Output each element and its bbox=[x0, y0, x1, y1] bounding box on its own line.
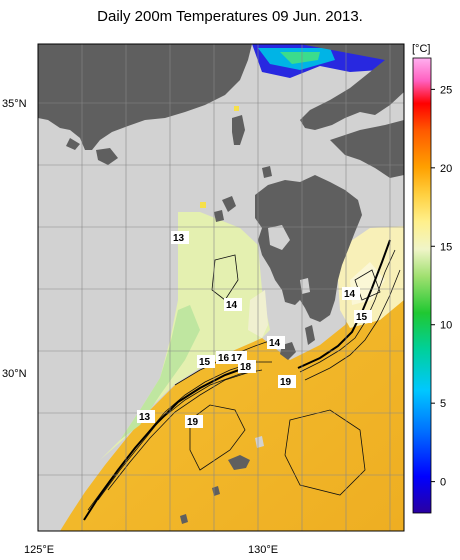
colorbar-unit: [°C] bbox=[412, 43, 430, 55]
lat-axis: 35°N 30°N bbox=[2, 98, 27, 380]
contour-label-bg bbox=[137, 410, 155, 423]
contour-label: 14 bbox=[226, 300, 238, 311]
colorbar-tick-label: 0 bbox=[440, 477, 446, 489]
contour-label: 13 bbox=[139, 412, 151, 423]
contour-label-bg bbox=[278, 375, 296, 388]
warm-water-region bbox=[60, 228, 404, 531]
contour-label-bg bbox=[238, 360, 256, 373]
colorbar-tick-label: 25 bbox=[440, 84, 452, 96]
lat-label-30: 30°N bbox=[2, 368, 27, 380]
contour-label: 17 bbox=[231, 353, 243, 364]
contour-label: 15 bbox=[356, 312, 368, 323]
contour-label-bg bbox=[342, 287, 360, 300]
contour-label: 14 bbox=[269, 338, 281, 349]
shikoku-land bbox=[330, 120, 404, 178]
lon-label-130: 130°E bbox=[248, 544, 278, 556]
lat-label-35: 35°N bbox=[2, 98, 27, 110]
lon-label-125: 125°E bbox=[24, 544, 54, 556]
map-frame bbox=[37, 43, 405, 532]
contour-label-bg bbox=[224, 298, 242, 311]
map-title: Daily 200m Temperatures 09 Jun. 2013. bbox=[97, 8, 363, 25]
lon-axis: 125°E 130°E bbox=[24, 544, 278, 556]
contour-label-bg bbox=[185, 415, 203, 428]
honshu-land bbox=[300, 44, 404, 130]
contour-label-bg bbox=[354, 310, 372, 323]
colorbar-tick-label: 5 bbox=[440, 398, 446, 410]
korea-land bbox=[38, 44, 252, 150]
colorbar-gradient bbox=[412, 57, 432, 514]
colorbar: [°C] 25 20 15 10 5 0 bbox=[412, 43, 452, 514]
contour-label-bg bbox=[267, 336, 285, 349]
contour-label: 14 bbox=[344, 289, 356, 300]
contour-label: 19 bbox=[280, 377, 292, 388]
grid-lines bbox=[38, 44, 404, 531]
contour-label: 18 bbox=[240, 362, 252, 373]
contour-label: 13 bbox=[173, 233, 185, 244]
colorbar-tick-label: 10 bbox=[440, 320, 452, 332]
kyushu-land bbox=[255, 175, 362, 322]
contour-label: 16 bbox=[218, 353, 230, 364]
contour-label-bg bbox=[197, 355, 215, 368]
amami-land bbox=[228, 455, 250, 470]
tsushima-land bbox=[232, 115, 245, 145]
contour-label-bg bbox=[171, 231, 189, 244]
colorbar-tick-label: 15 bbox=[440, 241, 452, 253]
contour-label: 15 bbox=[199, 357, 211, 368]
contour-label: 19 bbox=[187, 417, 199, 428]
colorbar-tick-label: 20 bbox=[440, 163, 452, 175]
